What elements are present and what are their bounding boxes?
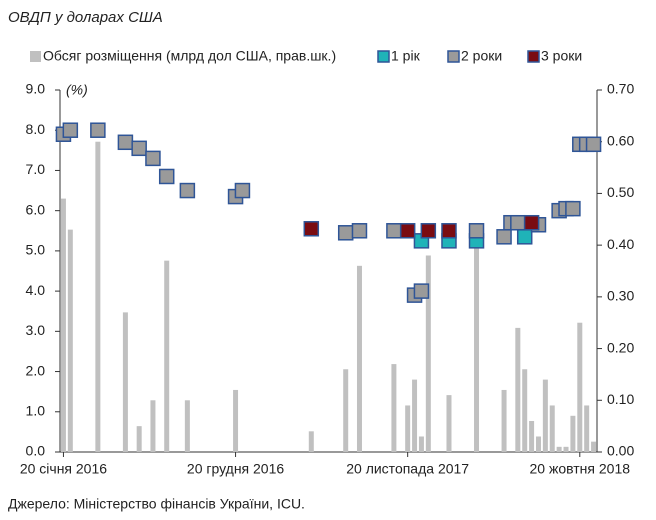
bar [474,245,480,452]
bar [549,405,555,452]
y-tick-label: 6.0 [26,201,46,217]
point [510,214,526,231]
point [337,225,354,241]
bar [535,436,541,452]
y-tick-label: 9.0 [26,81,46,97]
y-tick-label: 3.0 [26,322,46,338]
bar [501,389,507,452]
y-tick-label: 1.0 [26,402,46,418]
y-tick-label: 5.0 [26,242,46,258]
point [565,200,581,217]
y2-tick-label: 0.70 [607,81,634,97]
legend-label: 2 роки [461,48,502,64]
point [303,221,320,237]
y-tick-label: 0.0 [26,443,46,459]
bar [136,426,142,452]
bar [591,441,597,452]
bar [164,260,170,452]
bar [343,369,349,452]
y2-tick-label: 0.60 [607,132,634,148]
y2-tick-label: 0.10 [607,391,634,407]
y2-tick-label: 0.30 [607,288,634,304]
source: Джерело: Міністерство фінансів України, … [8,496,305,512]
bar [412,379,418,452]
legend-label: 3 роки [541,48,582,64]
point [523,214,540,231]
point [90,122,106,138]
x-tick-label: 20 жовтня 2018 [530,461,631,477]
y2-tick-label: 0.40 [607,236,634,252]
point [468,223,485,239]
bar [308,431,314,452]
bar [577,322,583,452]
bar [67,229,73,452]
y-annotation: (%) [66,82,88,98]
bar [446,395,452,452]
point [399,223,416,239]
bar [542,379,548,452]
bar [515,327,521,452]
legend-label: 1 рік [391,48,421,64]
bar [184,400,190,452]
legend-swatch [527,50,540,63]
point [413,283,430,299]
point [351,223,368,239]
x-tick-label: 20 грудня 2016 [187,461,284,477]
legend-swatch [377,50,390,63]
point [516,229,533,245]
point [496,229,512,245]
point [158,168,175,185]
bar [529,420,535,452]
point [117,134,134,151]
point [234,182,251,199]
point [386,223,402,239]
x-tick-label: 20 січня 2016 [20,461,107,477]
bar [356,265,362,452]
y-tick-label: 2.0 [26,362,46,378]
bar [391,364,397,452]
chart-title: ОВДП у доларах США [8,9,163,26]
point [62,122,79,138]
bar [556,446,562,452]
y-tick-label: 7.0 [26,161,46,177]
bar [570,415,576,452]
bar [122,312,128,452]
bar [95,141,101,452]
point [145,150,161,167]
bar [563,446,569,452]
bar [60,198,66,452]
point [179,182,196,199]
point [420,223,437,239]
bar [233,389,239,452]
bar [150,400,156,452]
legend-label: Обсяг розміщення (млрд дол США, прав.шк.… [43,48,336,64]
bar [405,405,411,452]
bar [522,369,528,452]
bar [584,405,590,452]
y2-tick-label: 0.20 [607,339,634,355]
point [441,223,457,239]
legend-swatch [30,51,41,62]
y2-tick-label: 0.50 [607,184,634,200]
bar [418,436,424,452]
point [131,140,147,157]
y-tick-label: 4.0 [26,282,46,298]
legend-swatch [447,50,460,63]
bar [425,255,431,452]
x-tick-label: 20 листопада 2017 [346,461,469,477]
y2-tick-label: 0.00 [607,443,634,459]
y-tick-label: 8.0 [26,121,46,137]
point [585,136,602,153]
